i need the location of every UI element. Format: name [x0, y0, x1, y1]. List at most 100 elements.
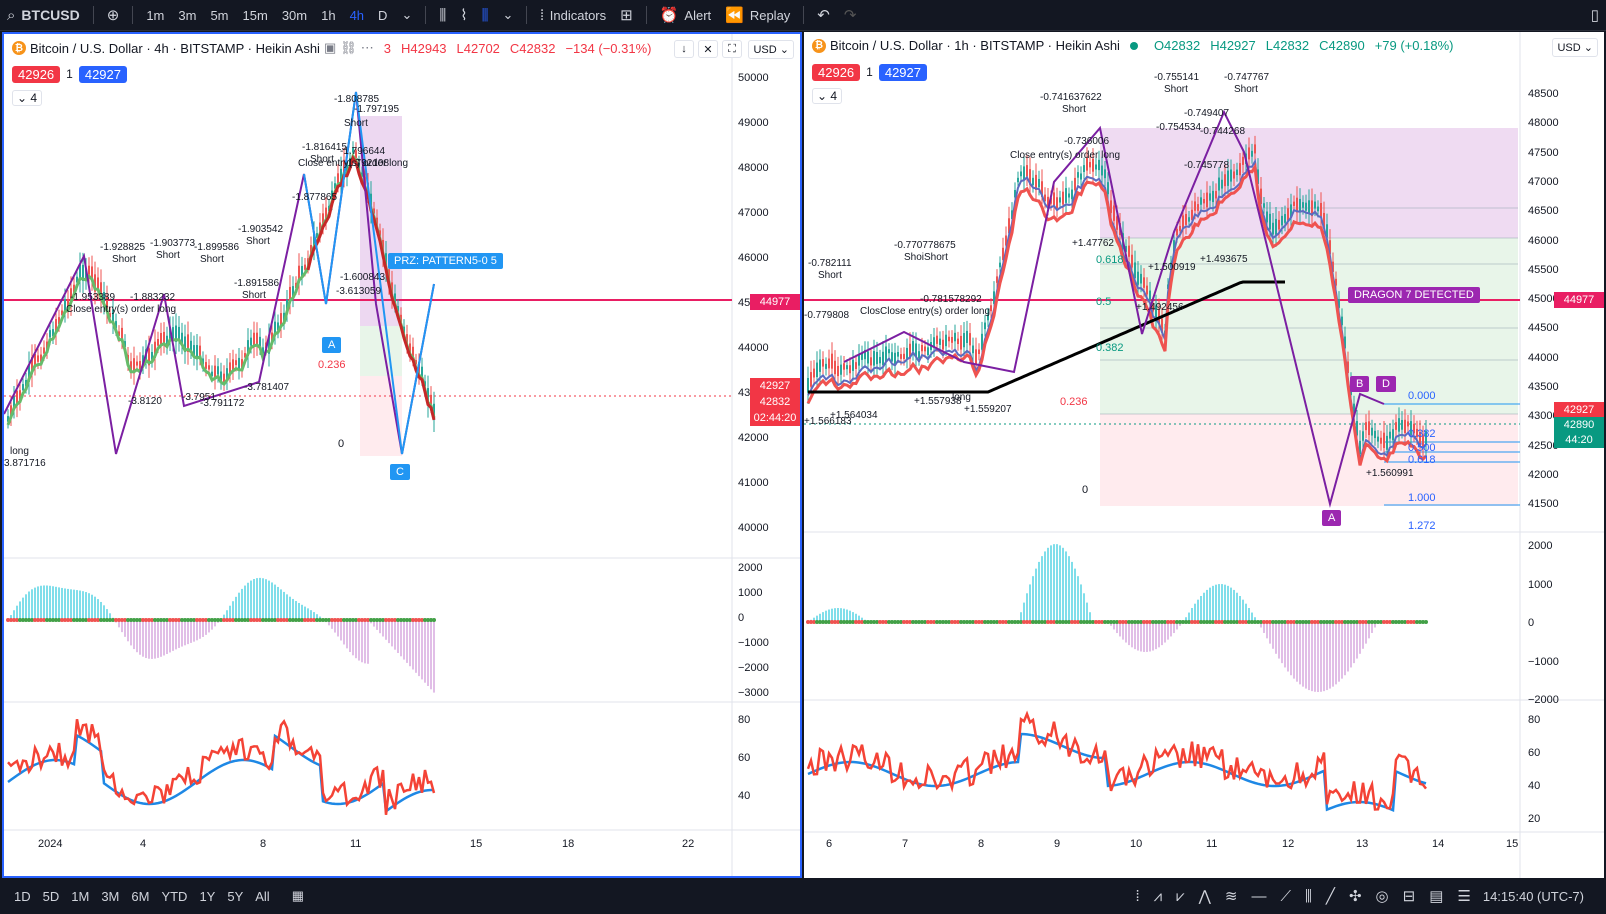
replay-button[interactable]: ⏪ Replay: [718, 0, 797, 31]
buy-button[interactable]: 42927: [78, 65, 127, 83]
pattern-icon[interactable]: ⋀: [1198, 888, 1211, 905]
undo-button[interactable]: ↶: [810, 0, 837, 31]
macd-zero-dot: [1202, 620, 1206, 624]
collapse-indicators-button[interactable]: ⌄ 4: [812, 88, 843, 104]
bars-pattern-icon[interactable]: ⫼: [1305, 887, 1312, 905]
interval-1h[interactable]: 1h: [321, 7, 336, 23]
macd-zero-dot: [1421, 620, 1425, 624]
currency-selector[interactable]: USD ⌄: [1552, 38, 1598, 57]
macd-zero-dot: [15, 618, 19, 622]
chart-canvas-4h[interactable]: [4, 34, 800, 876]
interval-dropdown[interactable]: ⌄: [394, 0, 419, 31]
chart-pane-1h[interactable]: ₿ Bitcoin / U.S. Dollar · 1h · BITSTAMP …: [804, 32, 1604, 878]
candle-body: [1383, 432, 1385, 449]
macd-zero-dot: [168, 618, 172, 622]
order-buttons: 42926 1 42927: [812, 62, 927, 82]
range-ytd[interactable]: YTD: [161, 888, 188, 904]
time-tick-label: 10: [1130, 838, 1143, 850]
range-1y[interactable]: 1Y: [199, 888, 216, 904]
range-1d[interactable]: 1D: [14, 888, 31, 904]
range-all[interactable]: All: [255, 888, 270, 904]
macd-zero-dot: [279, 618, 283, 622]
interval-5m[interactable]: 5m: [210, 7, 229, 23]
hline-icon[interactable]: —: [1251, 887, 1267, 905]
redo-button[interactable]: ↷: [837, 0, 864, 31]
chart-type-button[interactable]: ⌇: [453, 0, 474, 31]
link-icon[interactable]: ⛓: [340, 40, 357, 55]
templates-button[interactable]: ⊞: [613, 0, 640, 31]
interval-4h[interactable]: 4h: [349, 7, 365, 23]
scroll-down-icon[interactable]: ↓: [674, 40, 694, 58]
currency-selector[interactable]: USD ⌄: [748, 40, 794, 59]
quantity[interactable]: 1: [866, 65, 873, 79]
time-tick-label: 22: [682, 838, 695, 850]
xabcd-icon[interactable]: ⩘: [1153, 887, 1163, 905]
candle-body: [403, 326, 405, 334]
sell-button[interactable]: 42926: [12, 65, 61, 83]
candle-body: [1239, 163, 1241, 176]
compare-symbol-button[interactable]: ⊕: [100, 0, 127, 31]
macd-zero-dot: [171, 618, 175, 622]
network-icon[interactable]: ✣: [1348, 888, 1362, 905]
candle-body: [1323, 212, 1325, 228]
signpost-icon[interactable]: ⊟: [1402, 888, 1416, 905]
macd-zero-dot: [1223, 620, 1227, 624]
macd-zero-dot: [1361, 620, 1365, 624]
range-1m[interactable]: 1M: [71, 888, 90, 904]
interval-d[interactable]: D: [378, 7, 388, 23]
ray-icon[interactable]: ╱: [1325, 888, 1335, 905]
fib-icon[interactable]: ≋: [1224, 888, 1238, 905]
cycle-icon[interactable]: ◎: [1375, 888, 1389, 905]
macd-zero-dot: [1031, 620, 1035, 624]
close-icon[interactable]: ✕: [698, 40, 718, 58]
text-lines-icon[interactable]: ☰: [1457, 888, 1471, 905]
more-icon[interactable]: ⋯: [360, 40, 374, 55]
abcd-icon[interactable]: ⩗: [1176, 887, 1185, 905]
indicators-button[interactable]: ⦙ Indicators: [533, 0, 613, 31]
macd-zero-dot: [387, 618, 391, 622]
macd-zero-dot: [411, 618, 415, 622]
candle-body: [394, 293, 396, 304]
candle-body: [238, 357, 240, 370]
candle-body: [82, 264, 84, 281]
axis-tick-label: 42000: [1528, 468, 1559, 481]
heikin-ashi-button[interactable]: ⫼: [475, 0, 496, 31]
interval-15m[interactable]: 15m: [242, 7, 268, 23]
axis-tick-label: 46000: [738, 252, 769, 264]
collapse-indicators-button[interactable]: ⌄ 4: [12, 90, 43, 106]
axis-tick-label: −1000: [1528, 655, 1559, 668]
trendline-icon[interactable]: ⟋: [1280, 887, 1292, 905]
bar-style-button[interactable]: ⫼: [432, 0, 453, 31]
candle-body: [1380, 437, 1382, 444]
candle-body: [400, 314, 402, 322]
symbol-search[interactable]: ⌕ BTCUSD: [0, 0, 87, 31]
quantity[interactable]: 1: [66, 67, 73, 81]
macd-zero-dot: [1064, 620, 1068, 624]
alert-button[interactable]: ⏰ Alert: [653, 0, 718, 31]
sell-button[interactable]: 42926: [812, 63, 861, 81]
axis-tick-label: −1000: [738, 637, 769, 649]
pane-controls: ↓ ✕ ⛶: [674, 40, 742, 58]
chart-type-dropdown[interactable]: ⌄: [495, 0, 520, 31]
calendar-icon[interactable]: ▦: [291, 888, 304, 903]
candle-body: [289, 286, 291, 303]
interval-30m[interactable]: 30m: [281, 7, 308, 23]
range-5d[interactable]: 5D: [42, 888, 60, 904]
macd-zero-dot: [1274, 620, 1278, 624]
range-6m[interactable]: 6M: [131, 888, 150, 904]
macd-zero-dot: [1208, 620, 1212, 624]
maximize-icon[interactable]: ⛶: [722, 40, 742, 58]
candle-body: [957, 338, 959, 344]
candle-body: [346, 160, 348, 176]
chart-pane-4h[interactable]: ₿ Bitcoin / U.S. Dollar · 4h · BITSTAMP …: [2, 32, 802, 878]
layout-button[interactable]: ▯: [1584, 0, 1606, 31]
interval-3m[interactable]: 3m: [178, 7, 197, 23]
chart-canvas-1h[interactable]: [804, 32, 1604, 878]
ruler-icon[interactable]: ▤: [1429, 888, 1444, 905]
buy-button[interactable]: 42927: [878, 63, 927, 81]
range-3m[interactable]: 3M: [101, 888, 120, 904]
macd-zero-dot: [1250, 620, 1254, 624]
range-5y[interactable]: 5Y: [227, 888, 244, 904]
interval-1m[interactable]: 1m: [146, 7, 165, 23]
grip-icon[interactable]: ⁞: [1135, 887, 1140, 905]
